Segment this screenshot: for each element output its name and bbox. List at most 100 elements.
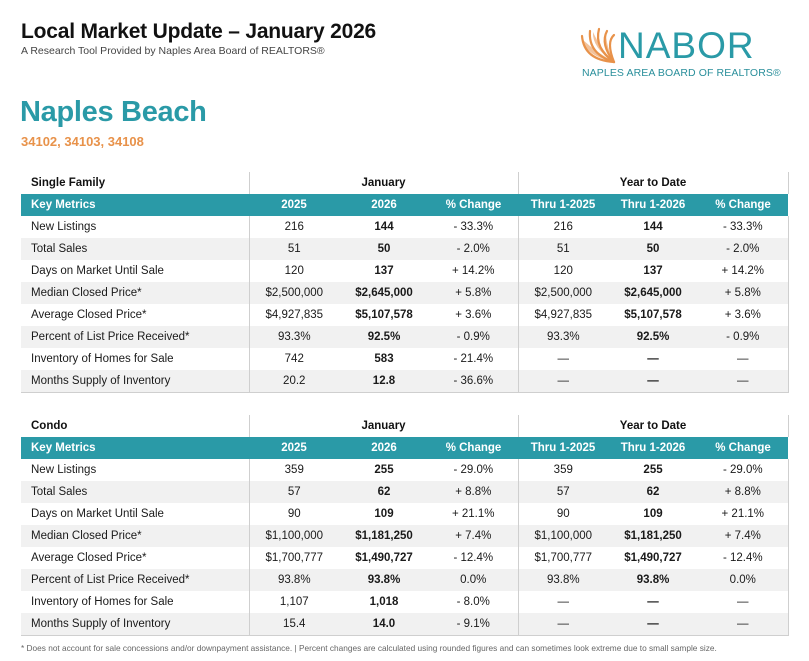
col-2025: 2025 [249, 194, 339, 216]
table-row: Inventory of Homes for Sale 742 583 - 21.4%… [21, 348, 789, 370]
table-group-header: Condo January Year to Date [21, 415, 789, 437]
cell-jan-pct-change: - 29.0% [429, 459, 519, 481]
col-key-metrics: Key Metrics [21, 194, 249, 216]
cell-ytd-2026: — [608, 613, 699, 636]
cell-jan-2026: 1,018 [369, 596, 399, 608]
table-row: Percent of List Price Received* 93.8% 93.8… [21, 569, 789, 591]
table-row: Percent of List Price Received* 93.3% 92.5… [21, 326, 789, 348]
table-row: Days on Market Until Sale 120 137 + 14.2% 12… [21, 260, 789, 282]
cell-jan-2025: 120 [284, 265, 304, 277]
shell-icon [580, 27, 616, 64]
cell-ytd-2025: 120 [553, 265, 573, 277]
cell-jan-2026: 12.8 [339, 370, 429, 393]
table-row: Median Closed Price* $1,100,000 $1,181,250… [21, 525, 789, 547]
cell-ytd-2025: — [518, 370, 609, 393]
col-ytd-pct-change: % Change [698, 437, 789, 459]
cell-ytd-2025: — [557, 596, 570, 608]
cell-ytd-2026: $5,107,578 [624, 309, 682, 321]
cell-ytd-2026: $1,181,250 [608, 525, 699, 547]
cell-ytd-2026: 255 [643, 464, 663, 476]
cell-ytd-2026: $1,490,727 [624, 552, 682, 564]
cell-ytd-2026: 92.5% [608, 326, 699, 348]
cell-ytd-pct-change: + 21.1% [698, 503, 789, 525]
cell-ytd-2026: 62 [608, 481, 699, 503]
cell-ytd-2026: 137 [643, 265, 663, 277]
cell-ytd-2026: — [647, 596, 659, 608]
cell-jan-2026: $1,181,250 [339, 525, 429, 547]
cell-jan-pct-change: + 21.1% [429, 503, 519, 525]
col-thru-2025: Thru 1-2025 [518, 437, 609, 459]
cell-metric: New Listings [21, 216, 250, 238]
table-row: Total Sales 57 62 + 8.8% 57 62 + 8.8% [21, 481, 789, 503]
cell-ytd-pct-change: - 0.9% [698, 326, 789, 348]
cell-ytd-pct-change: + 14.2% [698, 260, 789, 282]
cell-ytd-2025: $4,927,835 [534, 309, 593, 321]
cell-ytd-pct-change: - 33.3% [698, 216, 789, 238]
cell-metric: Average Closed Price* [21, 547, 250, 569]
cell-ytd-2025: 90 [556, 508, 570, 520]
cell-ytd-2025: — [557, 353, 570, 365]
cell-jan-pct-change: - 8.0% [429, 591, 519, 613]
cell-ytd-2026: 109 [643, 508, 663, 520]
cell-jan-2026: 255 [374, 464, 394, 476]
cell-metric: Inventory of Homes for Sale [21, 591, 250, 613]
cell-jan-2025: 93.3% [249, 326, 339, 348]
group-january: January [248, 415, 519, 437]
cell-ytd-2026: 50 [608, 238, 699, 260]
cell-ytd-pct-change: + 8.8% [698, 481, 789, 503]
group-january: January [248, 172, 519, 194]
logo-tagline: NAPLES AREA BOARD OF REALTORS® [582, 67, 781, 79]
table-row: Average Closed Price* $1,700,777 $1,490,72… [21, 547, 789, 569]
area-zip-codes: 34102, 34103, 34108 [21, 134, 144, 149]
cell-ytd-2026: 144 [643, 221, 663, 233]
cell-metric: Median Closed Price* [21, 282, 250, 304]
section-label: Condo [31, 420, 68, 432]
cell-ytd-2025: $2,500,000 [518, 282, 609, 304]
cell-ytd-pct-change: + 3.6% [698, 304, 789, 326]
cell-jan-2025: 359 [284, 464, 304, 476]
cell-jan-pct-change: + 3.6% [429, 304, 519, 326]
cell-ytd-2025: $1,700,777 [534, 552, 593, 564]
cell-jan-2025: 216 [284, 221, 304, 233]
table-group-header: Single Family January Year to Date [21, 172, 789, 194]
cell-jan-2026: 137 [374, 265, 394, 277]
cell-metric: Months Supply of Inventory [21, 613, 250, 636]
table-column-header: Key Metrics 2025 2026 % Change Thru 1-20… [21, 194, 789, 216]
nabor-logo: NABOR NAPLES AREA BOARD OF REALTORS® [578, 24, 788, 84]
cell-jan-pct-change: - 36.6% [429, 370, 519, 393]
cell-jan-2025: 15.4 [249, 613, 339, 636]
col-thru-2026: Thru 1-2026 [608, 194, 699, 216]
cell-metric: Months Supply of Inventory [21, 370, 250, 393]
cell-ytd-2025: 93.8% [518, 569, 609, 591]
cell-jan-pct-change: - 0.9% [429, 326, 519, 348]
cell-jan-2025: $4,927,835 [265, 309, 324, 321]
footnote: * Does not account for sale concessions … [21, 643, 717, 653]
cell-ytd-2025: 359 [553, 464, 573, 476]
cell-ytd-pct-change: - 29.0% [698, 459, 789, 481]
cell-jan-pct-change: - 2.0% [429, 238, 519, 260]
cell-ytd-2025: 216 [553, 221, 573, 233]
cell-jan-2026: $1,490,727 [355, 552, 413, 564]
cell-jan-pct-change: + 8.8% [429, 481, 519, 503]
cell-ytd-pct-change: - 12.4% [698, 547, 789, 569]
cell-ytd-pct-change: — [698, 591, 789, 613]
cell-jan-2025: 51 [249, 238, 339, 260]
col-thru-2025: Thru 1-2025 [518, 194, 609, 216]
single-family-table: Single Family January Year to Date Key M… [21, 172, 789, 393]
section-label: Single Family [31, 177, 106, 189]
group-year-to-date: Year to Date [517, 415, 789, 437]
cell-ytd-2025: 57 [518, 481, 609, 503]
cell-jan-2026: 62 [339, 481, 429, 503]
cell-metric: Total Sales [21, 238, 250, 260]
cell-ytd-2026: $2,645,000 [608, 282, 699, 304]
cell-metric: Days on Market Until Sale [21, 503, 250, 525]
cell-metric: Median Closed Price* [21, 525, 250, 547]
logo-wordmark: NABOR [618, 25, 755, 66]
col-2026: 2026 [339, 194, 429, 216]
cell-jan-2025: $2,500,000 [249, 282, 339, 304]
col-ytd-pct-change: % Change [698, 194, 789, 216]
cell-jan-2025: 742 [284, 353, 304, 365]
cell-jan-pct-change: - 33.3% [429, 216, 519, 238]
col-pct-change: % Change [429, 437, 519, 459]
cell-ytd-2025: 51 [518, 238, 609, 260]
